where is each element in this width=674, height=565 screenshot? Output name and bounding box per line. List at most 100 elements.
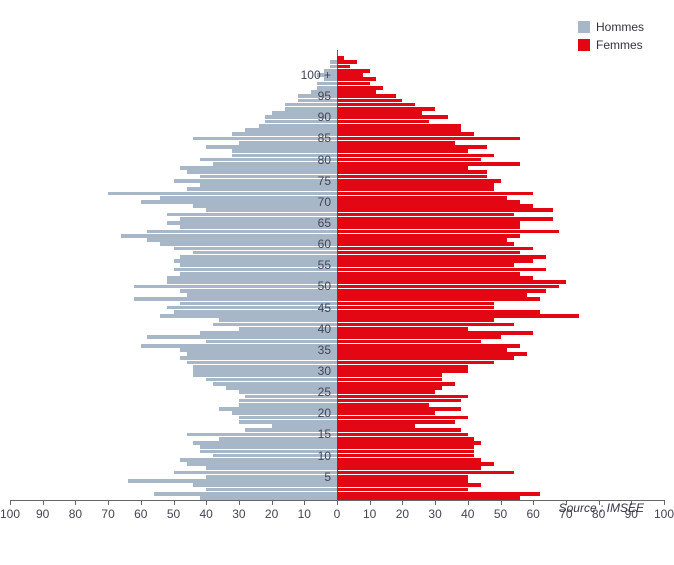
y-label-60: 60 [287,237,331,251]
age-row-4 [10,479,664,483]
age-row-71 [10,196,664,200]
y-label-55: 55 [287,258,331,272]
femmes-bar [337,242,514,246]
x-tick-label: 60 [527,507,540,521]
femmes-bar [337,441,481,445]
x-tick-mark [468,500,469,505]
femmes-bar [337,158,481,162]
y-label-65: 65 [287,216,331,230]
age-row-29 [10,373,664,377]
femmes-bar [337,340,481,344]
age-row-101 [10,69,664,73]
femmes-bar [337,221,520,225]
age-row-44 [10,310,664,314]
femmes-bar [337,183,494,187]
x-tick-mark [501,500,502,505]
y-label-30: 30 [287,364,331,378]
age-row-22 [10,403,664,407]
legend-label: Hommes [596,20,644,34]
age-row-73 [10,187,664,191]
x-tick-mark [75,500,76,505]
age-row-57 [10,255,664,259]
age-row-37 [10,340,664,344]
femmes-bar [337,217,553,221]
x-tick-mark [239,500,240,505]
femmes-bar [337,99,402,103]
hommes-bar [160,314,337,318]
age-row-61 [10,238,664,242]
age-row-53 [10,272,664,276]
femmes-bar [337,120,429,124]
femmes-bar [337,335,501,339]
femmes-bar [337,255,546,259]
age-row-8 [10,462,664,466]
legend-item-hommes: Hommes [578,20,644,34]
femmes-bar [337,162,520,166]
age-row-98 [10,82,664,86]
femmes-bar [337,128,461,132]
age-row-34 [10,352,664,356]
x-tick-label: 0 [334,507,341,521]
femmes-bar [337,103,415,107]
femmes-bar [337,251,520,255]
hommes-bar [317,82,337,86]
femmes-bar [337,175,487,179]
femmes-bar [337,323,514,327]
femmes-bar [337,73,363,77]
age-row-28 [10,378,664,382]
hommes-bar [206,145,337,149]
femmes-bar [337,187,494,191]
age-row-84 [10,141,664,145]
age-row-3 [10,483,664,487]
age-row-39 [10,331,664,335]
femmes-bar [337,141,455,145]
femmes-bar [337,356,514,360]
y-label-5: 5 [287,470,331,484]
age-row-38 [10,335,664,339]
femmes-bar [337,238,507,242]
age-row-30 [10,369,664,373]
femmes-bar [337,488,468,492]
femmes-bar [337,247,533,251]
age-row-27 [10,382,664,386]
femmes-bar [337,94,396,98]
age-row-72 [10,192,664,196]
femmes-bar [337,445,474,449]
age-row-69 [10,204,664,208]
femmes-bar [337,225,520,229]
age-row-50 [10,285,664,289]
femmes-bar [337,289,546,293]
femmes-bar [337,437,474,441]
x-tick-label: 10 [363,507,376,521]
femmes-bar [337,302,494,306]
femmes-bar [337,145,487,149]
x-tick-mark [337,500,338,505]
femmes-bar [337,65,350,69]
femmes-bar [337,276,533,280]
age-row-78 [10,166,664,170]
age-row-26 [10,386,664,390]
age-row-5 [10,475,664,479]
femmes-bar [337,458,481,462]
femmes-bar [337,280,566,284]
femmes-bar [337,395,468,399]
age-row-21 [10,407,664,411]
hommes-bar [180,356,337,360]
femmes-bar [337,306,494,310]
age-row-89 [10,120,664,124]
femmes-bar [337,82,370,86]
age-row-35 [10,348,664,352]
age-row-45 [10,306,664,310]
femmes-bar [337,471,514,475]
femmes-bar [337,268,546,272]
age-row-48 [10,293,664,297]
y-label-95: 95 [287,89,331,103]
hommes-bar [193,251,337,255]
age-row-52 [10,276,664,280]
x-tick-mark [108,500,109,505]
age-row-81 [10,154,664,158]
hommes-bar [259,124,337,128]
x-tick-label: 50 [167,507,180,521]
y-label-75: 75 [287,174,331,188]
femmes-bar [337,204,533,208]
